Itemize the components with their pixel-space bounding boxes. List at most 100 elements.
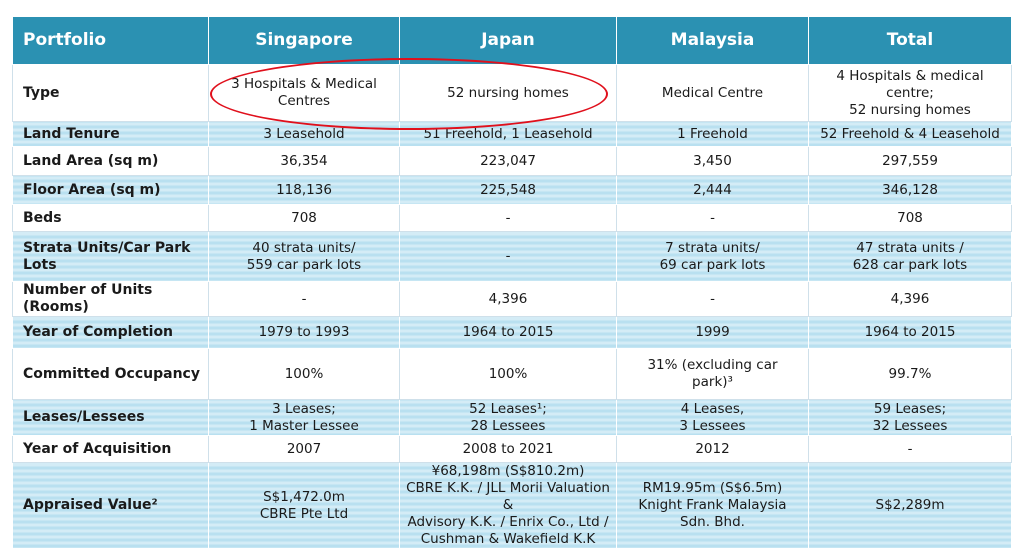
cell-line: 1979 to 1993: [258, 324, 350, 340]
cell-total: 4 Hospitals & medical centre; 52 nursing …: [808, 64, 1012, 122]
row-label: Leases/Lessees: [12, 399, 209, 436]
cell-line: 297,559: [882, 152, 938, 169]
row-label: Beds: [12, 204, 209, 232]
cell-line: 100%: [488, 365, 528, 382]
cell-japan: 1964 to 2015: [399, 316, 617, 349]
cell-line: 3,450: [693, 152, 732, 169]
cell-line: 4 Leases,: [680, 400, 745, 417]
cell-line: 59 Leases;: [873, 400, 947, 417]
cell-line: 40 strata units/: [252, 239, 356, 256]
cell-line: 2007: [286, 440, 322, 457]
cell-total: 59 Leases; 32 Lessees: [808, 399, 1012, 436]
table-row: Leases/Lessees 3 Leases; 1 Master Lessee 52…: [12, 399, 1012, 436]
header-singapore: Singapore: [208, 16, 400, 65]
row-label: Year of Completion: [12, 316, 209, 349]
cell-line: 3 Leases;: [272, 400, 336, 417]
row-label: Type: [12, 64, 209, 122]
cell-line: Centres: [277, 93, 331, 109]
cell-line: CBRE K.K. / JLL Morii Valuation &: [406, 480, 610, 513]
cell-line: 47 strata units /: [856, 239, 964, 256]
cell-singapore: S$1,472.0m CBRE Pte Ltd: [208, 462, 400, 549]
cell-singapore: 3 Hospitals & Medical Centres: [208, 64, 400, 122]
cell-line: 52 nursing homes: [447, 84, 569, 101]
cell-malaysia: -: [616, 204, 809, 232]
cell-japan: -: [399, 231, 617, 282]
cell-line: Advisory K.K. / Enrix Co., Ltd /: [407, 514, 609, 530]
row-label: Land Tenure: [12, 121, 209, 147]
cell-line: CBRE Pte Ltd: [259, 505, 349, 522]
cell-singapore: 36,354: [208, 146, 400, 176]
cell-line: -: [301, 290, 307, 307]
cell-line: 1 Freehold: [677, 125, 748, 142]
cell-singapore: 1979 to 1993: [208, 316, 400, 349]
cell-line: 7 strata units/: [665, 239, 760, 256]
header-portfolio: Portfolio: [12, 16, 209, 65]
table-row: Year of Completion 1979 to 1993 1964 to 20…: [12, 316, 1012, 349]
header-malaysia: Malaysia: [616, 16, 809, 65]
table-row: Land Area (sq m) 36,354 223,047 3,450 297,55…: [12, 146, 1012, 176]
cell-line: 3 Leasehold: [263, 125, 345, 142]
cell-line: 32 Lessees: [872, 417, 948, 434]
cell-singapore: 40 strata units/559 car park lots: [208, 231, 400, 282]
portfolio-table: Portfolio Singapore Japan Malaysia Total…: [12, 16, 1012, 549]
cell-line: 52 Leases¹;: [469, 400, 547, 417]
cell-line: S$1,472.0m: [263, 488, 345, 505]
cell-malaysia: 31% (excluding car park)³: [616, 348, 809, 400]
cell-line: 4,396: [488, 290, 528, 307]
cell-line: 36,354: [280, 152, 328, 169]
cell-singapore: 2007: [208, 435, 400, 463]
cell-japan: 100%: [399, 348, 617, 400]
header-japan: Japan: [399, 16, 617, 65]
cell-line: 1964 to 2015: [462, 324, 554, 340]
row-label: Strata Units/Car Park Lots: [12, 231, 209, 282]
cell-japan: 225,548: [399, 175, 617, 205]
cell-line: 708: [897, 209, 923, 226]
cell-line: 99.7%: [888, 365, 932, 382]
cell-singapore: 708: [208, 204, 400, 232]
cell-malaysia: RM19.95m (S$6.5m) Knight Frank Malaysia Sd…: [616, 462, 809, 549]
cell-line: Sdn. Bhd.: [680, 514, 745, 530]
cell-japan: 51 Freehold, 1 Leasehold: [399, 121, 617, 147]
cell-line: -: [505, 248, 511, 264]
cell-japan: 52 Leases¹; 28 Lessees: [399, 399, 617, 436]
cell-total: 4,396: [808, 281, 1012, 317]
cell-total: 99.7%: [808, 348, 1012, 400]
cell-malaysia: 1 Freehold: [616, 121, 809, 147]
cell-line: ¥68,198m (S$810.2m): [431, 463, 585, 479]
row-label: Land Area (sq m): [12, 146, 209, 176]
cell-line: 100%: [284, 365, 324, 382]
cell-singapore: -: [208, 281, 400, 317]
cell-total: -: [808, 435, 1012, 463]
cell-line: 31% (excluding car: [647, 357, 778, 373]
cell-line: 346,128: [882, 181, 938, 198]
row-label: Year of Acquisition: [12, 435, 209, 463]
cell-japan: 223,047: [399, 146, 617, 176]
cell-line: 2,444: [693, 181, 732, 198]
cell-japan: 2008 to 2021: [399, 435, 617, 463]
cell-malaysia: -: [616, 281, 809, 317]
cell-line: 4,396: [890, 290, 930, 307]
table-row: Land Tenure 3 Leasehold 51 Freehold, 1 Lea…: [12, 121, 1012, 147]
cell-total: S$2,289m: [808, 462, 1012, 549]
cell-line: 118,136: [276, 181, 332, 198]
cell-singapore: 3 Leases; 1 Master Lessee: [208, 399, 400, 436]
cell-line: Cushman & Wakefield K.K: [420, 531, 596, 547]
cell-line: 628 car park lots: [852, 256, 968, 273]
cell-malaysia: 7 strata units/69 car park lots: [616, 231, 809, 282]
cell-total: 297,559: [808, 146, 1012, 176]
row-label: Number of Units (Rooms): [12, 281, 209, 317]
cell-japan: 4,396: [399, 281, 617, 317]
cell-line: 3 Hospitals & Medical: [231, 76, 377, 92]
table-row: Year of Acquisition 2007 2008 to 2021 2012 -: [12, 435, 1012, 463]
cell-line: 52 nursing homes: [849, 101, 971, 118]
cell-line: 3 Lessees: [679, 417, 746, 434]
cell-line: 51 Freehold, 1 Leasehold: [423, 125, 593, 142]
cell-total: 708: [808, 204, 1012, 232]
cell-line: RM19.95m (S$6.5m): [642, 480, 783, 496]
cell-line: -: [710, 209, 715, 226]
table-row: Appraised Value² S$1,472.0m CBRE Pte Ltd ¥6…: [12, 462, 1012, 549]
cell-malaysia: 1999: [616, 316, 809, 349]
row-label: Committed Occupancy: [12, 348, 209, 400]
cell-total: 346,128: [808, 175, 1012, 205]
cell-singapore: 100%: [208, 348, 400, 400]
